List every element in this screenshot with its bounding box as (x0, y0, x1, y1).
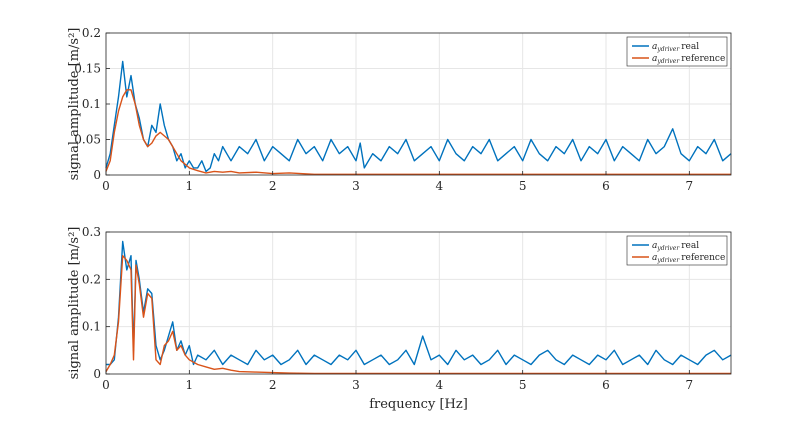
plot-frame (105, 231, 732, 375)
y-axis-label: signal amplitude [m/s²] (67, 227, 82, 380)
legend-var: a (652, 253, 657, 263)
x-tick-label: 5 (519, 179, 527, 193)
x-tick-label: 5 (519, 378, 527, 392)
legend-box (626, 36, 728, 67)
x-tick-label: 3 (352, 378, 360, 392)
y-tick-label: 0.15 (74, 62, 101, 76)
x-tick-label: 7 (686, 179, 694, 193)
y-axis-label: signal amplitude [m/s²] (67, 28, 82, 181)
x-tick-label: 6 (602, 378, 610, 392)
legend-sub: ydriver (656, 46, 680, 53)
x-tick-label: 7 (686, 378, 694, 392)
x-tick-label: 2 (269, 378, 277, 392)
y-tick-label: 0.2 (82, 272, 101, 286)
x-tick-label: 6 (602, 179, 610, 193)
y-tick-label: 0.2 (82, 26, 101, 40)
series-line-reference (105, 254, 731, 375)
y-tick-label: 0 (93, 168, 101, 182)
y-tick-label: 0.05 (74, 133, 101, 147)
legend-entry: aydriver real (652, 42, 699, 53)
x-tick-label: 0 (102, 179, 110, 193)
legend-suffix: real (681, 42, 699, 52)
x-tick-label: 3 (352, 179, 360, 193)
x-tick-label: 0 (102, 378, 110, 392)
legend-entry: aydriver real (652, 241, 699, 252)
legend-var: a (652, 54, 657, 64)
x-axis-label: frequency [Hz] (369, 397, 468, 412)
series-line-real (105, 60, 732, 173)
legend-suffix: reference (681, 253, 725, 263)
series-line-reference (105, 89, 731, 176)
legend-sub: ydriver (656, 257, 680, 264)
y-tick-label: 0.3 (82, 225, 101, 239)
legend-var: a (652, 241, 657, 251)
y-tick-label: 0.1 (82, 320, 101, 334)
legend-entry: aydriver reference (652, 54, 725, 65)
legend-suffix: reference (681, 54, 725, 64)
y-tick-label: 0 (93, 367, 101, 381)
legend-sub: ydriver (656, 245, 680, 252)
y-tick-label: 0.1 (82, 97, 101, 111)
x-tick-label: 1 (186, 179, 194, 193)
x-tick-label: 1 (186, 378, 194, 392)
x-tick-label: 4 (436, 179, 444, 193)
x-tick-label: 2 (269, 179, 277, 193)
legend-sub: ydriver (656, 58, 680, 65)
legend-var: a (652, 42, 657, 52)
x-tick-label: 4 (436, 378, 444, 392)
legend-suffix: real (681, 241, 699, 251)
legend-box (626, 235, 728, 266)
legend-entry: aydriver reference (652, 253, 725, 264)
